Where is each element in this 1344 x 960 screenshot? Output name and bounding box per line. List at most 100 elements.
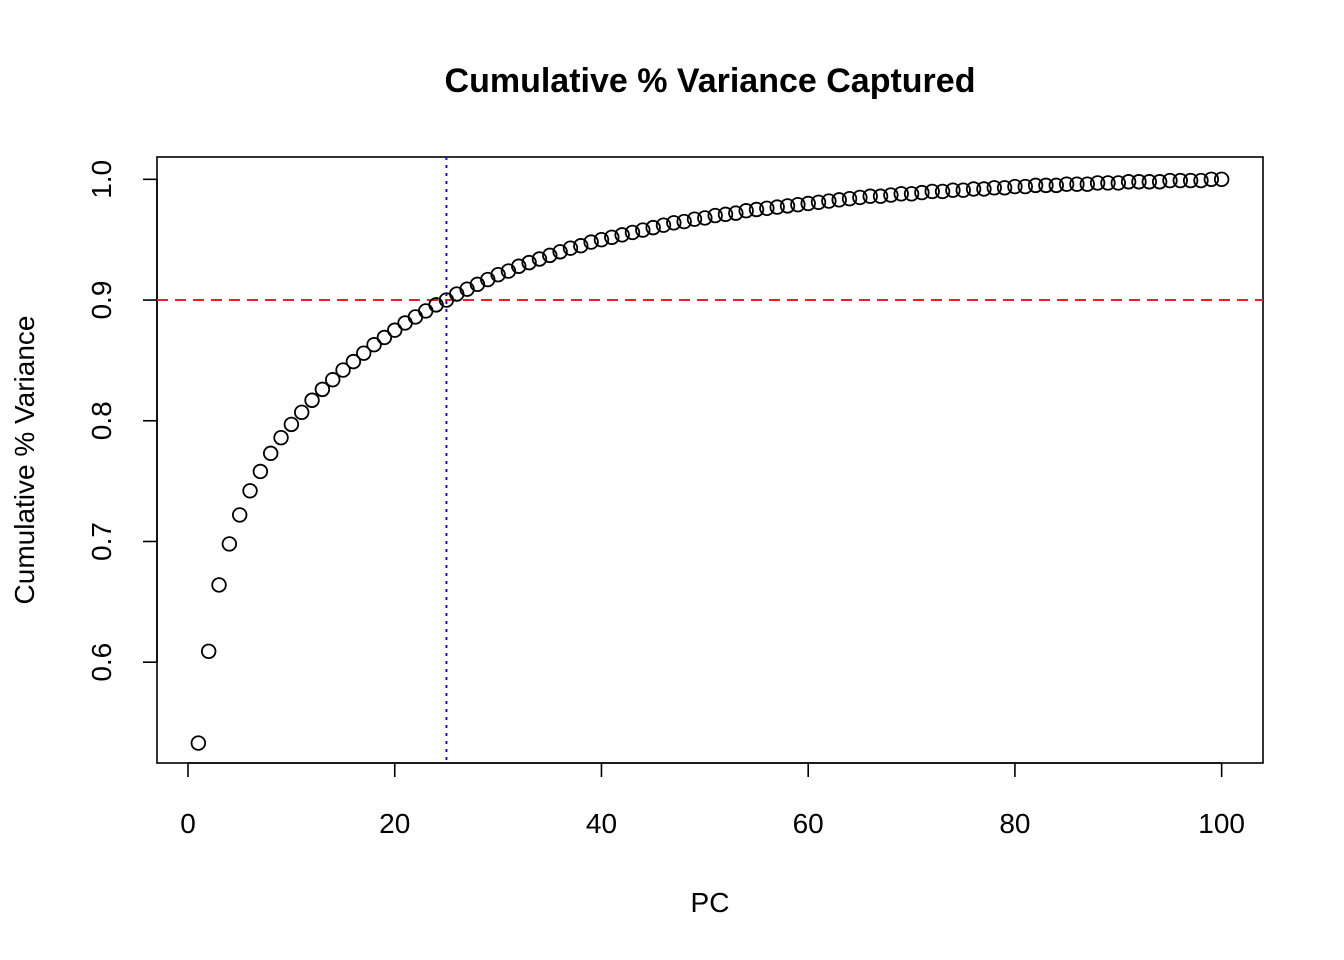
x-tick-label: 40 [586,808,617,839]
data-point [945,182,961,198]
data-point [231,507,248,523]
data-point [1203,171,1220,188]
data-point [583,234,599,250]
data-point [769,199,785,215]
y-tick-label: 0.6 [86,643,117,682]
plot-frame [156,156,1264,764]
data-point [211,577,227,593]
data-points [190,171,1230,751]
data-point [686,211,703,227]
data-point [273,429,289,446]
data-point [976,181,992,197]
data-point [759,200,775,217]
data-point [1089,175,1106,191]
data-point [800,195,816,212]
data-point [1120,174,1137,190]
data-point [1162,172,1178,189]
data-point [511,258,527,274]
data-point [645,219,661,236]
data-point [883,187,899,203]
data-point [676,213,692,230]
data-point [1100,175,1116,191]
data-point [263,445,279,462]
data-point [1048,177,1064,194]
data-point [831,192,847,208]
data-point [1182,172,1199,189]
data-point [1058,176,1075,192]
data-point [1069,176,1085,192]
data-point [697,210,713,226]
data-point [790,196,806,213]
data-point [955,182,971,198]
data-point [841,190,858,207]
data-point [728,205,744,221]
x-tick-label: 80 [999,808,1030,839]
data-point [707,207,723,224]
data-point [996,180,1013,196]
data-point [810,194,827,210]
data-point [934,183,951,200]
x-axis-label: PC [691,887,730,918]
x-tick-label: 0 [180,808,196,839]
data-point [614,227,630,243]
data-point [1027,177,1044,194]
data-point [314,381,331,398]
data-point [593,231,610,248]
data-point [221,536,238,552]
reference-lines [157,157,1263,763]
data-point [418,303,434,319]
data-point [924,183,940,200]
y-tick-label: 1.0 [86,160,117,199]
data-point [635,222,651,238]
y-tick-label: 0.7 [86,522,117,561]
data-point [893,186,909,202]
data-point [624,224,641,241]
y-tick-label: 0.8 [86,401,117,440]
data-point [738,203,754,219]
data-point [821,193,837,209]
data-point [407,309,424,325]
data-point [986,180,1002,196]
data-point [1172,172,1189,189]
data-point [903,186,920,202]
data-point [965,181,982,197]
x-tick-label: 20 [379,808,410,839]
data-point [666,215,682,231]
data-point [1110,175,1126,191]
data-point [1038,177,1054,194]
data-point [1079,176,1095,192]
data-point [376,329,393,346]
data-point [852,189,868,206]
data-point [1213,171,1230,188]
data-point [1141,174,1157,190]
data-point [1007,178,1023,195]
data-point [872,188,889,204]
data-point [531,251,548,267]
data-point [521,254,537,271]
data-point [397,315,413,331]
x-tick-label: 100 [1198,808,1245,839]
data-point [304,392,320,408]
data-point [573,238,589,254]
data-point [779,198,796,214]
data-point [542,247,558,264]
data-point [335,362,351,378]
data-point [294,404,310,421]
y-tick-label: 0.9 [86,281,117,320]
data-point [914,184,930,201]
data-point [356,345,372,361]
data-point [242,483,258,499]
data-point [717,206,734,223]
data-point [655,217,672,233]
x-axis: 0 20 40 60 80 100 [180,762,1245,839]
data-point [490,266,506,283]
data-point [283,416,300,433]
data-point [552,244,568,260]
data-point [200,643,217,660]
data-point [1193,172,1209,189]
data-point [862,188,878,204]
x-tick-label: 60 [793,808,824,839]
data-point [366,337,382,353]
data-point [748,201,765,218]
